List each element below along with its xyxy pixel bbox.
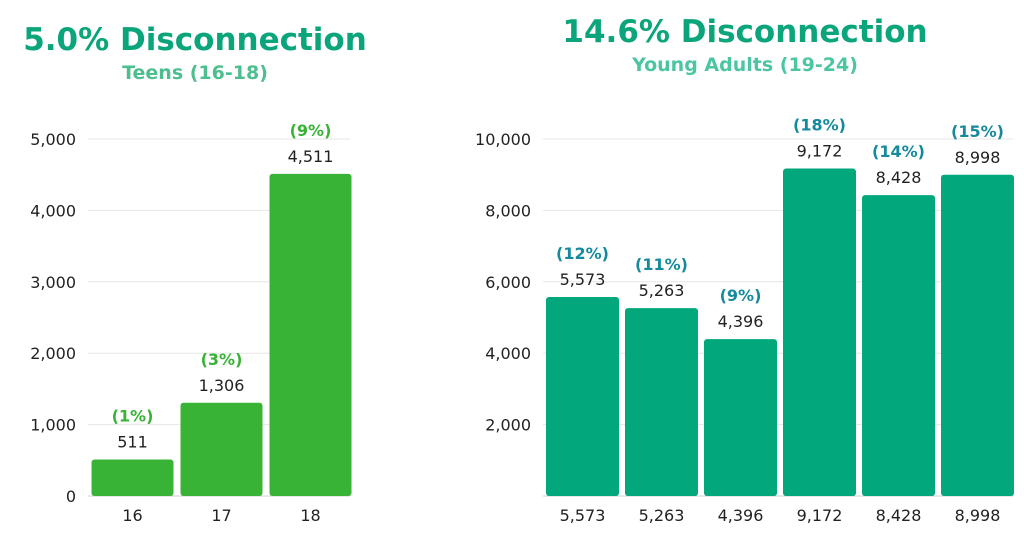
young-adults-category-label: 8,428 — [876, 506, 922, 525]
young-adults-percent-label: (14%) — [872, 142, 925, 161]
young-adults-percent-label: (11%) — [635, 255, 688, 274]
young-adults-value-label: 8,428 — [876, 168, 922, 187]
teens-value-label: 1,306 — [199, 376, 245, 395]
young-adults-category-label: 9,172 — [797, 506, 843, 525]
young-adults-value-label: 8,998 — [955, 148, 1001, 167]
young-adults-bar — [625, 308, 698, 496]
young-adults-y-tick-label: 10,000 — [475, 130, 531, 149]
teens-y-tick-label: 3,000 — [30, 273, 76, 292]
young-adults-percent-label: (15%) — [951, 122, 1004, 141]
young-adults-y-tick-label: 8,000 — [485, 201, 531, 220]
young-adults-percent-label: (9%) — [720, 286, 762, 305]
teens-value-label: 4,511 — [288, 147, 334, 166]
teens-category-label: 17 — [211, 506, 231, 525]
teens-percent-label: (3%) — [201, 350, 243, 369]
teens-y-tick-label: 2,000 — [30, 344, 76, 363]
young-adults-bar — [783, 169, 856, 496]
young-adults-value-label: 5,263 — [639, 281, 685, 300]
teens-percent-label: (1%) — [112, 407, 154, 426]
teens-percent-label: (9%) — [290, 121, 332, 140]
young-adults-percent-label: (12%) — [556, 244, 609, 263]
young-adults-bar — [704, 339, 777, 496]
teens-bar — [181, 403, 263, 496]
young-adults-bar — [941, 175, 1014, 496]
young-adults-value-label: 5,573 — [560, 270, 606, 289]
teens-bar — [92, 460, 174, 496]
teens-category-label: 16 — [122, 506, 142, 525]
young-adults-y-tick-label: 4,000 — [485, 344, 531, 363]
teens-value-label: 511 — [117, 433, 148, 452]
young-adults-percent-label: (18%) — [793, 116, 846, 135]
teens-y-tick-label: 4,000 — [30, 201, 76, 220]
young-adults-category-label: 4,396 — [718, 506, 764, 525]
young-adults-bar — [546, 297, 619, 496]
teens-category-label: 18 — [300, 506, 320, 525]
teens-y-tick-label: 0 — [66, 487, 76, 506]
young-adults-category-label: 5,573 — [560, 506, 606, 525]
young-adults-category-label: 5,263 — [639, 506, 685, 525]
teens-y-tick-label: 5,000 — [30, 130, 76, 149]
young-adults-category-label: 8,998 — [955, 506, 1001, 525]
young-adults-bar — [862, 195, 935, 496]
teens-bar — [270, 174, 352, 496]
teens-y-tick-label: 1,000 — [30, 416, 76, 435]
young-adults-value-label: 9,172 — [797, 142, 843, 161]
charts-canvas: 0 1,000 2,000 3,000 4,000 5,000 511 (1%) 16 1,306… — [0, 0, 1024, 537]
young-adults-y-tick-label: 2,000 — [485, 416, 531, 435]
young-adults-value-label: 4,396 — [718, 312, 764, 331]
young-adults-y-tick-label: 6,000 — [485, 273, 531, 292]
